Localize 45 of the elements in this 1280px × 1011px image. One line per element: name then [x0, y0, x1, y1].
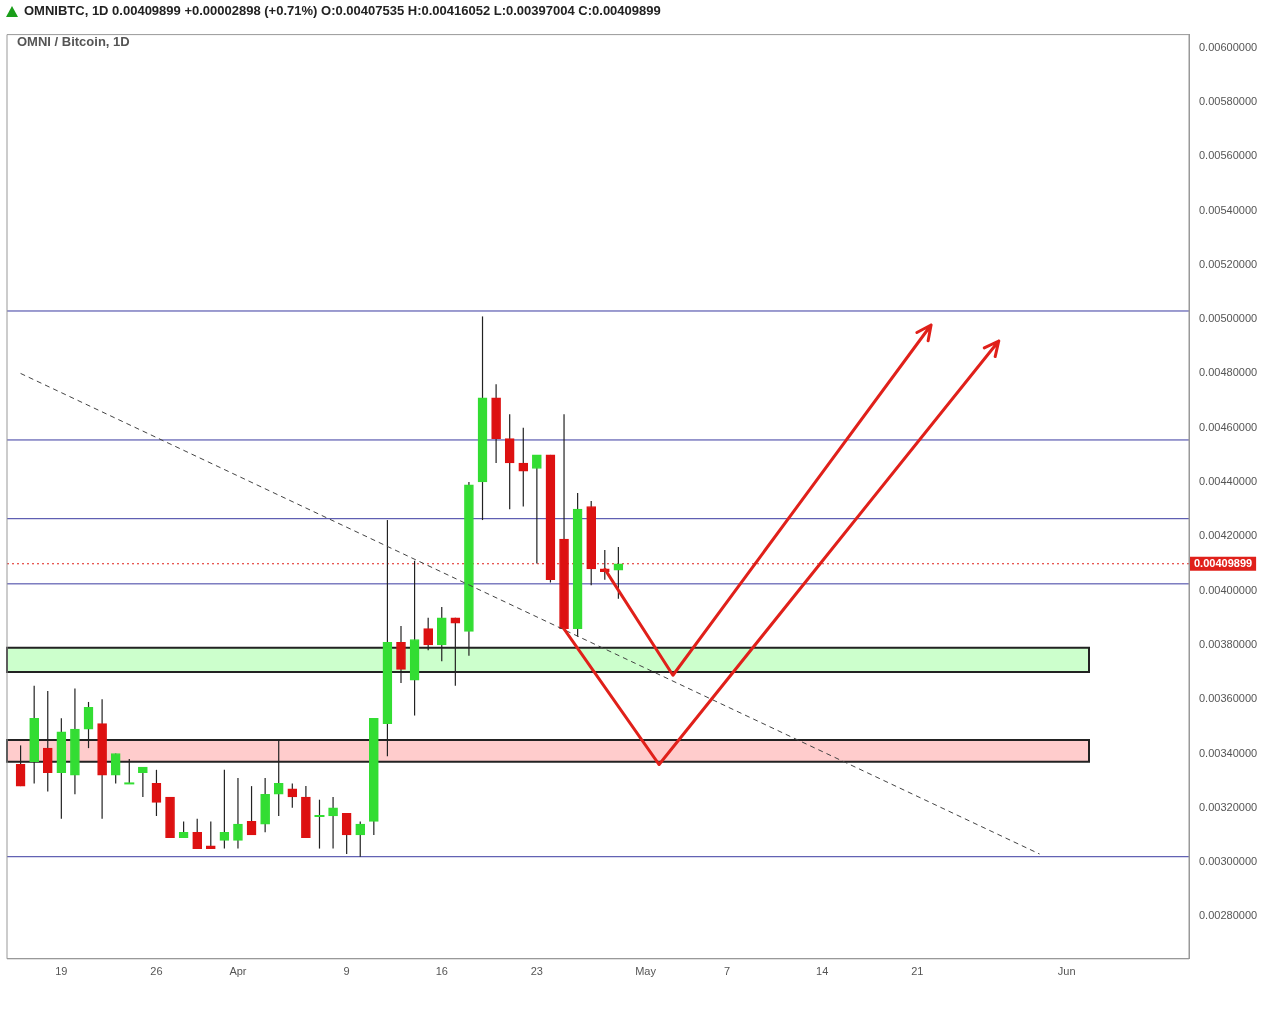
candlestick	[532, 454, 542, 565]
y-tick-label: 0.00360000	[1199, 692, 1258, 705]
candlestick	[233, 777, 243, 850]
ref-line-label: 0.00409899	[1194, 556, 1253, 569]
y-tick-label: 0.00400000	[1199, 583, 1258, 596]
y-tick-label: 0.00500000	[1199, 312, 1258, 325]
y-tick-label: 0.00460000	[1199, 420, 1258, 433]
candlestick	[518, 427, 529, 508]
candlestick	[219, 769, 230, 850]
x-tick-label: Jun	[1057, 965, 1076, 978]
candlestick	[613, 546, 624, 600]
y-tick-label: 0.00580000	[1199, 94, 1258, 107]
candlestick	[313, 799, 326, 850]
chart-title: OMNI / Bitcoin, 1D	[17, 34, 130, 49]
candlestick	[341, 812, 352, 855]
chart-subtitle: OMNIBTC, 1D 0.00409899 +0.00002898 (+0.71%) O:0.00407535 H:0.00416052 L:0.00397004 C:0.00409899	[24, 2, 661, 20]
y-tick-label: 0.00300000	[1199, 855, 1258, 868]
candlestick	[151, 769, 162, 817]
candlestick	[138, 766, 148, 798]
x-tick-label: May	[635, 965, 657, 978]
y-tick-label: 0.00600000	[1199, 40, 1258, 53]
candlestick	[328, 796, 338, 850]
candlestick	[287, 782, 298, 809]
y-tick-label: 0.00280000	[1199, 909, 1258, 922]
y-tick-label: 0.00440000	[1199, 475, 1258, 488]
x-tick-label: 23	[530, 965, 543, 978]
y-tick-label: 0.00480000	[1199, 366, 1258, 379]
x-tick-label: 26	[150, 965, 163, 978]
y-tick-label: 0.00320000	[1199, 800, 1258, 813]
candlestick	[355, 820, 366, 858]
y-tick-label: 0.00540000	[1199, 203, 1258, 216]
y-tick-label: 0.00560000	[1199, 149, 1258, 162]
x-tick-label: 9	[343, 965, 350, 978]
x-tick-label: 16	[435, 965, 448, 978]
x-tick-label: 7	[724, 965, 731, 978]
y-tick-label: 0.00420000	[1199, 529, 1258, 542]
x-tick-label: 14	[816, 965, 829, 978]
x-tick-label: Apr	[229, 965, 247, 978]
x-tick-label: 19	[55, 965, 68, 978]
y-tick-label: 0.00380000	[1199, 637, 1258, 650]
x-tick-label: 21	[911, 965, 924, 978]
candlestick	[192, 818, 203, 850]
y-tick-label: 0.00520000	[1199, 257, 1258, 270]
candlestick	[504, 413, 515, 510]
y-tick-label: 0.00340000	[1199, 746, 1258, 759]
